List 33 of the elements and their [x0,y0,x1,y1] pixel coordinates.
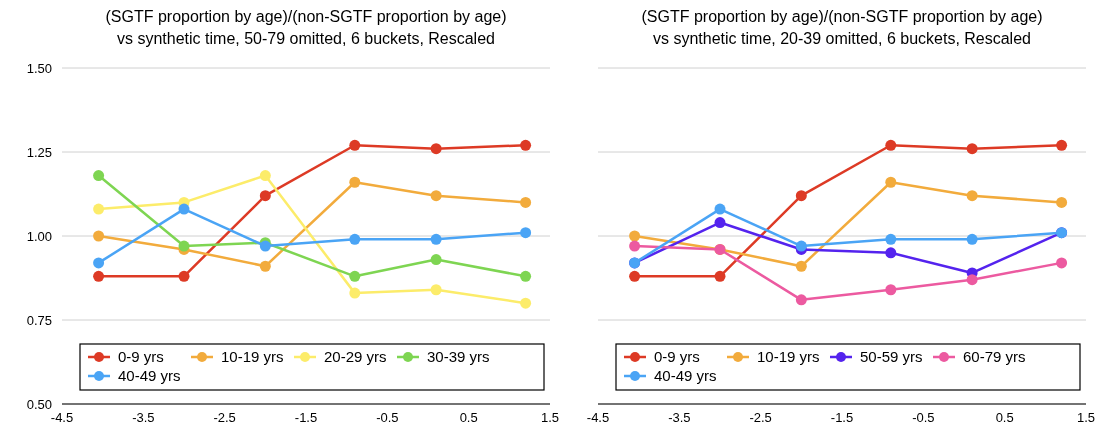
x-tick-label: -4.5 [586,410,610,425]
y-tick-label: 1.25 [26,144,52,160]
x-tick-label: 1.5 [540,410,560,425]
y-tick-label: 1.00 [26,228,52,244]
legend-label: 40-49 yrs [654,367,717,385]
y-tick-label: 1.50 [26,60,52,76]
x-tick-label: -1.5 [830,410,854,425]
x-tick-label: 1.5 [1076,410,1096,425]
x-tick-label: -3.5 [132,410,155,425]
legend-label: 30-39 yrs [427,348,490,366]
x-tick-label: 0.5 [995,410,1014,425]
chart-subtitle: vs synthetic time, 20-39 omitted, 6 buckets, Rescaled [653,30,1031,47]
chart-title: (SGTF proportion by age)/(non-SGTF proportion by age) [105,8,507,25]
legend-label: 40-49 yrs [118,367,181,385]
legend-label: 50-59 yrs [860,348,923,366]
x-tick-label: -3.5 [668,410,691,425]
x-tick-label: -1.5 [294,410,318,425]
legend-label: 0-9 yrs [654,348,700,366]
y-tick-label: 0.50 [26,396,52,412]
y-tick-label: 0.75 [26,312,52,328]
x-tick-label: -0.5 [912,410,935,425]
x-tick-label: -0.5 [376,410,399,425]
legend-label: 10-19 yrs [757,348,820,366]
x-tick-label: -4.5 [50,410,74,425]
chart-title: (SGTF proportion by age)/(non-SGTF proportion by age) [641,8,1043,25]
legend-label: 10-19 yrs [221,348,284,366]
legend-label: 20-29 yrs [324,348,387,366]
x-tick-label: -2.5 [213,410,236,425]
x-tick-label: 0.5 [459,410,478,425]
legend-label: 60-79 yrs [963,348,1026,366]
chart-subtitle: vs synthetic time, 50-79 omitted, 6 buckets, Rescaled [117,30,495,47]
x-tick-label: -2.5 [749,410,772,425]
legend-label: 0-9 yrs [118,348,164,366]
